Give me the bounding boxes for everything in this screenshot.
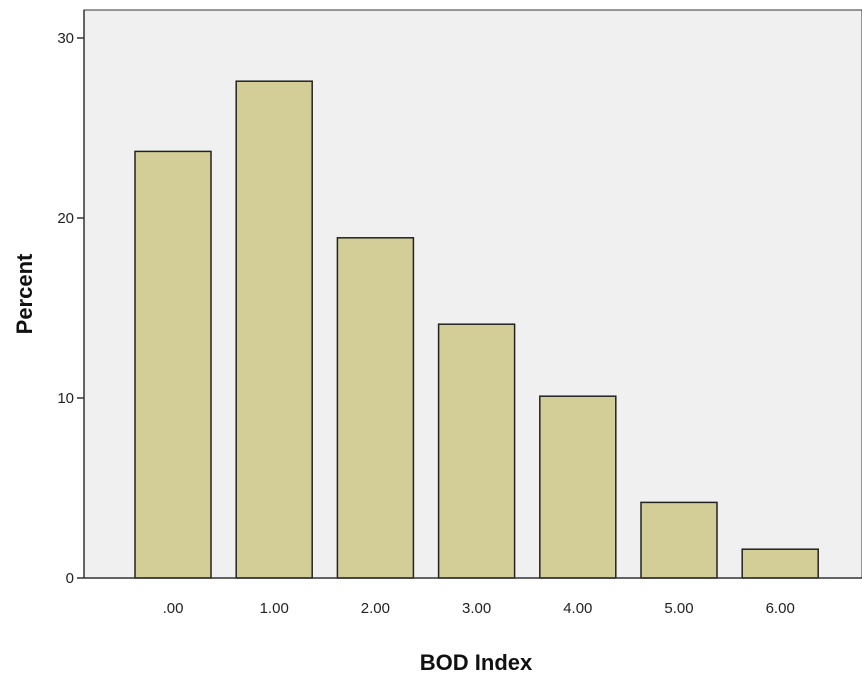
bar-6.00 — [741, 548, 819, 579]
x-tick-label: .00 — [163, 600, 184, 617]
x-tick-label: 1.00 — [260, 600, 289, 617]
bar-.00 — [134, 150, 212, 579]
x-tick-label: 5.00 — [664, 600, 693, 617]
y-tick-label: 0 — [66, 570, 74, 587]
bar-3.00 — [437, 323, 516, 579]
x-ticks-group: .00 1.00 2.00 3.00 4.00 5.00 6.00 — [163, 600, 795, 617]
y-axis-title: Percent — [12, 253, 37, 334]
bar-1.00 — [235, 80, 313, 579]
x-tick-label: 4.00 — [563, 600, 592, 617]
y-tick-label: 10 — [57, 390, 74, 407]
x-tick-label: 2.00 — [361, 600, 390, 617]
bar-4.00 — [539, 395, 617, 579]
x-tick-label: 3.00 — [462, 600, 491, 617]
y-tick-label: 30 — [57, 30, 74, 47]
x-tick-label: 6.00 — [766, 600, 795, 617]
y-ticks-group: 0 10 20 30 — [57, 30, 84, 587]
x-axis-title: BOD Index — [420, 650, 533, 675]
y-tick-label: 20 — [57, 210, 74, 227]
bar-5.00 — [640, 501, 718, 579]
bar-2.00 — [336, 237, 415, 579]
